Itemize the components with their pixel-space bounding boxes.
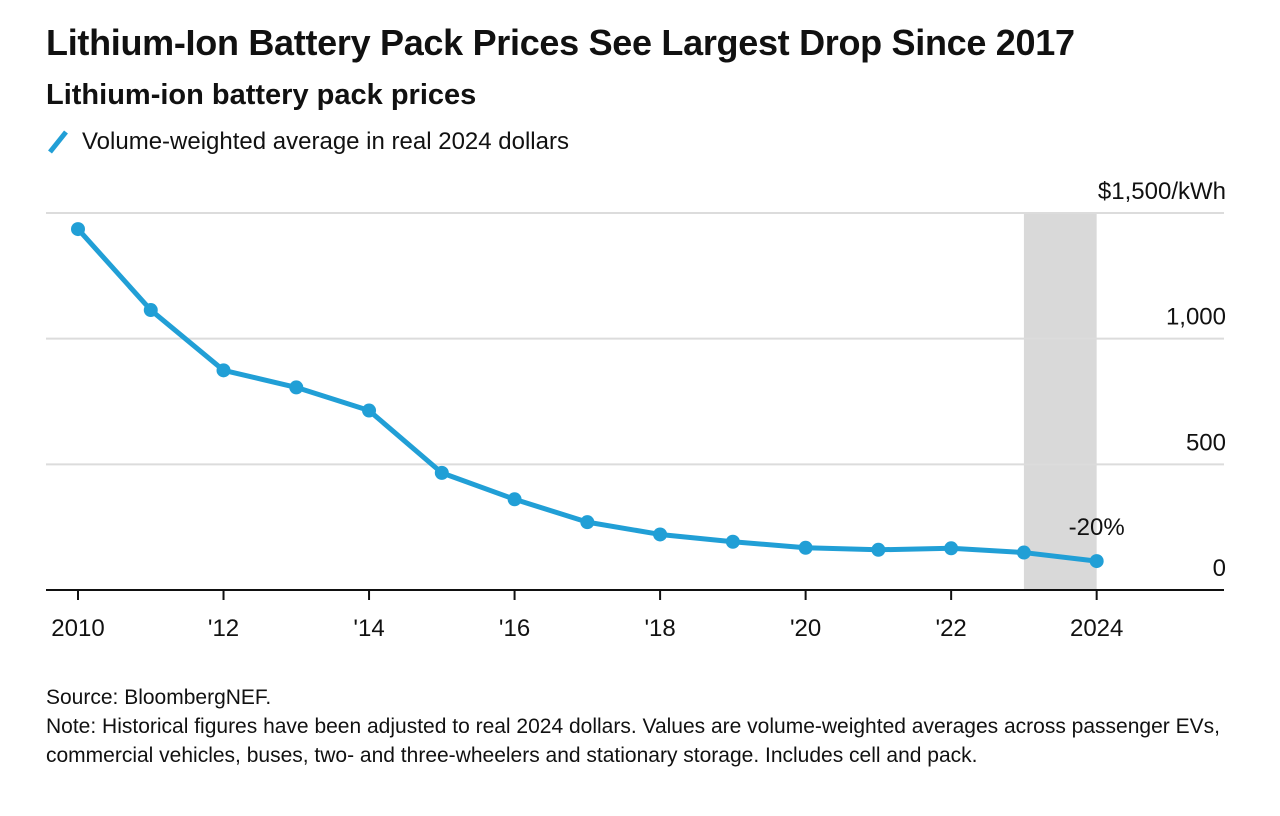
series-layer: 2010: 1436 2011: 1114 2012: 874 2013: 806 20… (71, 222, 1104, 569)
legend-line-swatch-icon (48, 130, 68, 154)
axis-layer (46, 589, 1224, 600)
chart-subtitle: Lithium-ion battery pack prices (46, 79, 477, 111)
y-tick-label: 1,000 (1166, 304, 1226, 331)
legend-label: Volume-weighted average in real 2024 dol… (82, 128, 569, 155)
data-point: 2016: 361 (507, 492, 522, 507)
data-point: 2022: 166 (944, 541, 959, 556)
data-point: 2013: 806 (289, 380, 304, 395)
x-tick-label: '14 (353, 615, 384, 642)
x-tick-label: '12 (208, 615, 239, 642)
data-point: 2020: 168 (798, 540, 813, 555)
grid-layer (46, 212, 1224, 466)
x-tick-label: 2010 (51, 615, 104, 642)
series-line (75, 226, 1100, 564)
highlight-band (1023, 213, 1097, 590)
y-tick-label: 500 (1186, 429, 1226, 456)
footnotes: Source: BloombergNEF. Note: Historical f… (46, 683, 1236, 770)
data-point: 2023: 149 (1016, 545, 1031, 560)
data-point: 2011: 1114 (143, 303, 158, 318)
x-tick-label: '22 (936, 615, 967, 642)
chart-title: Lithium-Ion Battery Pack Prices See Larg… (46, 22, 1075, 63)
x-tick-label: '16 (499, 615, 530, 642)
data-point: 2019: 192 (725, 534, 740, 549)
data-point: 2018: 221 (653, 527, 668, 542)
data-point: 2024: 115 (1089, 554, 1104, 569)
data-point: 2021: 160 (871, 542, 886, 557)
data-point: 2010: 1436 (71, 222, 85, 237)
label-layer: 0 500 1,000 $1,500/kWh 2010 '12 '14 '16 '18 '20 '2… (51, 178, 1226, 642)
annotation-label: -20% (1069, 514, 1125, 541)
note-text: Note: Historical figures have been adjus… (46, 715, 1220, 767)
line-chart: 2010: 1436 2011: 1114 2012: 874 2013: 806 20… (46, 178, 1226, 642)
highlight-layer (1023, 213, 1097, 590)
x-tick-label: '20 (790, 615, 821, 642)
legend: Volume-weighted average in real 2024 dol… (46, 128, 569, 156)
data-point: 2012: 874 (216, 363, 231, 378)
data-point: 2017: 270 (580, 515, 595, 530)
data-point: 2014: 714 (362, 403, 377, 418)
y-tick-label: $1,500/kWh (1098, 178, 1226, 205)
x-tick-label: '18 (644, 615, 675, 642)
x-tick-label: 2024 (1070, 615, 1123, 642)
source-text: Source: BloombergNEF. (46, 686, 272, 709)
data-point: 2015: 466 (434, 465, 449, 480)
y-tick-label: 0 (1213, 555, 1226, 582)
